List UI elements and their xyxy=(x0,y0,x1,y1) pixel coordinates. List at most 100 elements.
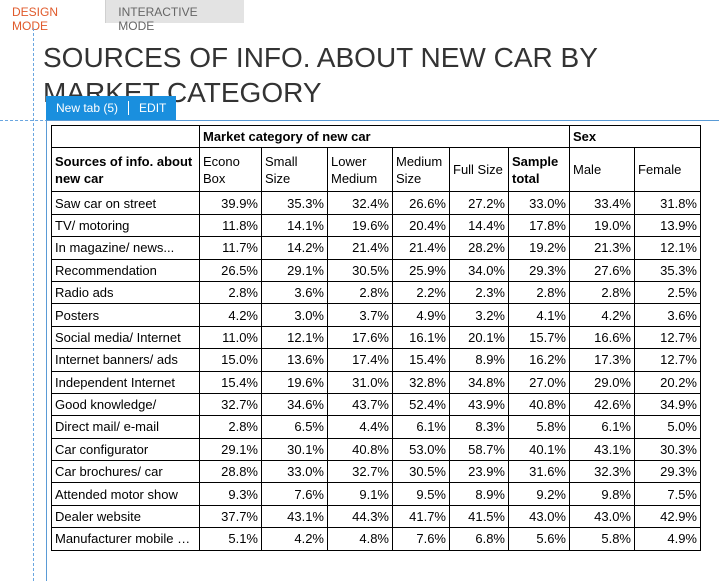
row-header-cell: Sources of info. about new car xyxy=(51,147,200,193)
value-cell: 11.8% xyxy=(199,213,262,238)
row-label-cell: Internet banners/ ads xyxy=(51,348,200,372)
value-cell: 4.2% xyxy=(569,303,635,327)
value-cell: 7.6% xyxy=(392,527,450,551)
value-cell: 43.1% xyxy=(569,437,635,462)
value-cell: 19.6% xyxy=(327,213,393,238)
row-label: TV/ motoring xyxy=(55,217,130,233)
row-label-cell: Dealer website xyxy=(51,504,200,529)
value-cell: 29.3% xyxy=(508,258,570,282)
value-cell: 58.7% xyxy=(449,437,509,462)
value-cell: 3.6% xyxy=(634,303,701,327)
crosstab-table: Market category of new car Sex Sources o… xyxy=(51,124,701,551)
value-cell: 53.0% xyxy=(392,437,450,462)
value-cell: 16.6% xyxy=(569,325,635,350)
row-label-cell: Recommendation xyxy=(51,258,200,282)
value-cell: 26.5% xyxy=(199,258,262,282)
value-cell: 11.7% xyxy=(199,236,262,260)
column-header: Full Size xyxy=(449,147,509,193)
value-cell: 9.2% xyxy=(508,482,570,506)
row-label: Saw car on street xyxy=(55,195,157,211)
value-cell: 41.5% xyxy=(449,504,509,529)
table-column-header-row: Sources of info. about new car Econo Box… xyxy=(51,147,701,193)
value-cell: 3.0% xyxy=(261,303,328,327)
row-label-cell: Posters xyxy=(51,303,200,327)
value-cell: 32.4% xyxy=(327,191,393,215)
value-cell: 41.7% xyxy=(392,504,450,529)
value-cell: 5.8% xyxy=(508,415,570,439)
value-cell: 29.1% xyxy=(261,258,328,282)
row-label-cell: Direct mail/ e-mail xyxy=(51,415,200,439)
column-header: Medium Size xyxy=(392,147,450,193)
value-cell: 9.5% xyxy=(392,482,450,506)
column-header: Female xyxy=(634,147,701,193)
value-cell: 9.1% xyxy=(327,482,393,506)
row-label-cell: Independent Internet xyxy=(51,370,200,394)
value-cell: 6.5% xyxy=(261,415,328,439)
value-cell: 2.8% xyxy=(569,280,635,305)
value-cell: 33.4% xyxy=(569,191,635,215)
row-label-cell: In magazine/ news... xyxy=(51,236,200,260)
value-cell: 12.7% xyxy=(634,325,701,350)
row-label: Attended motor show xyxy=(55,486,178,502)
value-cell: 52.4% xyxy=(392,392,450,417)
value-cell: 13.9% xyxy=(634,213,701,238)
value-cell: 2.3% xyxy=(449,280,509,305)
row-label: Dealer website xyxy=(55,509,141,525)
value-cell: 19.0% xyxy=(569,213,635,238)
table-row: Recommendation 26.5% 29.1% 30.5% 25.9% 34.0% 2… xyxy=(51,258,701,282)
value-cell: 43.9% xyxy=(449,392,509,417)
value-cell: 14.4% xyxy=(449,213,509,238)
value-cell: 6.1% xyxy=(569,415,635,439)
value-cell: 9.8% xyxy=(569,482,635,506)
page-title: SOURCES OF INFO. ABOUT NEW CAR BY MARKET… xyxy=(43,42,598,108)
table-row: Saw car on street 39.9% 35.3% 32.4% 26.6% 27.… xyxy=(51,191,701,215)
value-cell: 8.9% xyxy=(449,348,509,372)
value-cell: 15.0% xyxy=(199,348,262,372)
value-cell: 34.6% xyxy=(261,392,328,417)
value-cell: 4.1% xyxy=(508,303,570,327)
value-cell: 8.9% xyxy=(449,482,509,506)
value-cell: 5.0% xyxy=(634,415,701,439)
value-cell: 32.7% xyxy=(199,392,262,417)
table-row: Posters 4.2% 3.0% 3.7% 4.9% 3.2% 4.1% 4.2% 3.6% xyxy=(51,303,701,327)
edit-button[interactable]: EDIT xyxy=(139,101,167,115)
value-cell: 27.6% xyxy=(569,258,635,282)
widget-selection-frame xyxy=(46,120,719,581)
value-cell: 3.7% xyxy=(327,303,393,327)
table-row: Internet banners/ ads 15.0% 13.6% 17.4% 15.4… xyxy=(51,348,701,372)
value-cell: 21.4% xyxy=(327,236,393,260)
vertical-guide-line xyxy=(33,28,34,581)
empty-corner-cell xyxy=(51,124,200,149)
row-label: Manufacturer mobile apps xyxy=(55,531,196,547)
design-mode-tab[interactable]: DESIGN MODE xyxy=(0,0,107,33)
row-label: Posters xyxy=(55,307,100,323)
value-cell: 17.8% xyxy=(508,213,570,238)
value-cell: 42.9% xyxy=(634,504,701,529)
table-row: Dealer website 37.7% 43.1% 44.3% 41.7% 41.5% 4… xyxy=(51,504,701,529)
value-cell: 30.1% xyxy=(261,437,328,462)
value-cell: 12.7% xyxy=(634,348,701,372)
row-label-cell: Manufacturer mobile apps xyxy=(51,527,200,551)
value-cell: 16.1% xyxy=(392,325,450,350)
interactive-mode-tab[interactable]: INTERACTIVE MODE xyxy=(118,5,198,33)
value-cell: 20.1% xyxy=(449,325,509,350)
value-cell: 7.5% xyxy=(634,482,701,506)
value-cell: 2.8% xyxy=(327,280,393,305)
table-row: TV/ motoring 11.8% 14.1% 19.6% 20.4% 14.4% 17.… xyxy=(51,213,701,238)
value-cell: 43.0% xyxy=(508,504,570,529)
value-cell: 23.9% xyxy=(449,460,509,484)
tab-label[interactable]: New tab (5) xyxy=(56,101,119,115)
value-cell: 43.7% xyxy=(327,392,393,417)
value-cell: 2.8% xyxy=(199,280,262,305)
value-cell: 6.8% xyxy=(449,527,509,551)
value-cell: 42.6% xyxy=(569,392,635,417)
value-cell: 19.6% xyxy=(261,370,328,394)
value-cell: 19.2% xyxy=(508,236,570,260)
value-cell: 7.6% xyxy=(261,482,328,506)
value-cell: 40.8% xyxy=(327,437,393,462)
group-header-market: Market category of new car xyxy=(199,124,570,149)
value-cell: 4.2% xyxy=(199,303,262,327)
value-cell: 2.8% xyxy=(508,280,570,305)
value-cell: 16.2% xyxy=(508,348,570,372)
table-row: Direct mail/ e-mail 2.8% 6.5% 4.4% 6.1% 8.3% 5… xyxy=(51,415,701,439)
